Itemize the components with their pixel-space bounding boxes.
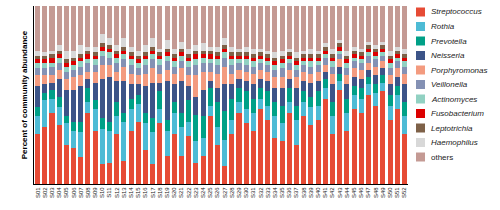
svg-text:S23: S23 xyxy=(193,187,199,198)
svg-text:S26: S26 xyxy=(214,187,220,198)
svg-text:S43: S43 xyxy=(337,187,343,198)
svg-text:S20: S20 xyxy=(171,187,177,198)
svg-text:S10: S10 xyxy=(99,187,105,198)
svg-text:S50: S50 xyxy=(387,187,393,198)
svg-text:S46: S46 xyxy=(358,187,364,198)
svg-text:S16: S16 xyxy=(142,187,148,198)
svg-text:S25: S25 xyxy=(207,187,213,198)
svg-text:S27: S27 xyxy=(222,187,228,198)
svg-text:S40: S40 xyxy=(315,187,321,198)
svg-text:S22: S22 xyxy=(186,187,192,198)
svg-text:S06: S06 xyxy=(71,187,77,198)
svg-text:S11: S11 xyxy=(106,187,112,198)
svg-text:S51: S51 xyxy=(394,187,400,198)
svg-text:S24: S24 xyxy=(200,187,206,198)
svg-text:S30: S30 xyxy=(243,187,249,198)
svg-text:S12: S12 xyxy=(114,187,120,198)
svg-text:S01: S01 xyxy=(35,187,41,198)
svg-text:S03: S03 xyxy=(49,187,55,198)
svg-text:S05: S05 xyxy=(63,187,69,198)
svg-text:Prevotella: Prevotella xyxy=(431,37,467,46)
svg-text:Haemophilus: Haemophilus xyxy=(431,138,478,147)
svg-text:S48: S48 xyxy=(373,187,379,198)
svg-text:S09: S09 xyxy=(92,187,98,198)
svg-text:S13: S13 xyxy=(121,187,127,198)
svg-text:S34: S34 xyxy=(272,187,278,198)
svg-text:S37: S37 xyxy=(293,187,299,198)
svg-text:S07: S07 xyxy=(78,187,84,198)
svg-text:S17: S17 xyxy=(150,187,156,198)
svg-text:Porphyromonas: Porphyromonas xyxy=(431,66,487,75)
svg-text:S47: S47 xyxy=(365,187,371,198)
svg-text:S15: S15 xyxy=(135,187,141,198)
svg-text:S32: S32 xyxy=(258,187,264,198)
svg-text:S19: S19 xyxy=(164,187,170,198)
svg-text:S39: S39 xyxy=(308,187,314,198)
svg-text:S49: S49 xyxy=(380,187,386,198)
svg-text:S52: S52 xyxy=(401,187,407,198)
svg-text:Percent of community abundance: Percent of community abundance xyxy=(20,30,29,159)
svg-text:S41: S41 xyxy=(322,187,328,198)
svg-text:S44: S44 xyxy=(344,187,350,198)
svg-text:S42: S42 xyxy=(329,187,335,198)
svg-text:Actinomyces: Actinomyces xyxy=(431,95,477,104)
svg-text:Rothia: Rothia xyxy=(431,22,455,31)
svg-text:S38: S38 xyxy=(301,187,307,198)
svg-text:S35: S35 xyxy=(279,187,285,198)
svg-text:Leptotrichia: Leptotrichia xyxy=(431,124,473,133)
svg-text:S18: S18 xyxy=(157,187,163,198)
svg-text:S08: S08 xyxy=(85,187,91,198)
svg-text:S28: S28 xyxy=(229,187,235,198)
svg-text:S04: S04 xyxy=(56,187,62,198)
svg-text:Streptococcus: Streptococcus xyxy=(431,7,482,16)
svg-text:others: others xyxy=(431,153,453,162)
svg-text:S29: S29 xyxy=(236,187,242,198)
svg-text:Neisseria: Neisseria xyxy=(431,51,465,60)
svg-text:S21: S21 xyxy=(178,187,184,198)
svg-text:S45: S45 xyxy=(351,187,357,198)
svg-text:S14: S14 xyxy=(128,187,134,198)
svg-text:Veillonella: Veillonella xyxy=(431,80,468,89)
svg-text:S33: S33 xyxy=(265,187,271,198)
svg-text:Fusobacterium: Fusobacterium xyxy=(431,109,484,118)
svg-text:S02: S02 xyxy=(42,187,48,198)
svg-text:S36: S36 xyxy=(286,187,292,198)
svg-text:S31: S31 xyxy=(250,187,256,198)
